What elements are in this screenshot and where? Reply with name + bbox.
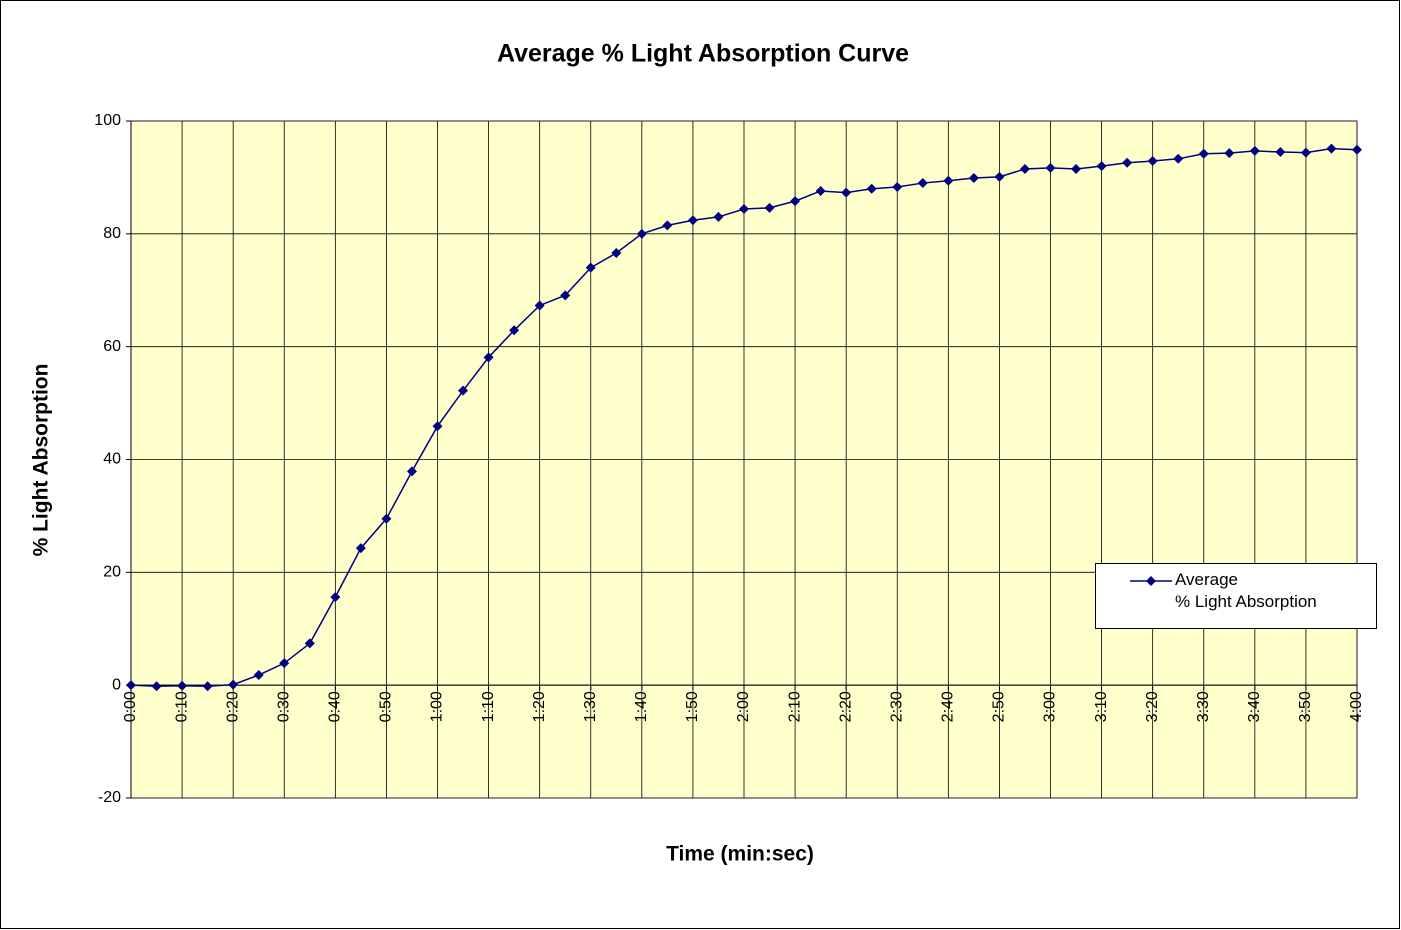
marker xyxy=(355,543,366,554)
x-tick-label: 2:40 xyxy=(940,691,957,722)
chart-title: Average % Light Absorption Curve xyxy=(497,40,909,68)
x-tick-label: 2:10 xyxy=(786,691,803,722)
marker xyxy=(228,679,239,690)
x-tick-label: 1:40 xyxy=(633,691,650,722)
marker xyxy=(1071,163,1082,174)
x-tick-label: 3:50 xyxy=(1297,691,1314,722)
y-tick-label: 20 xyxy=(103,564,121,581)
legend-label: Average % Light Absorption xyxy=(1175,570,1317,611)
marker xyxy=(1352,144,1362,155)
marker xyxy=(1249,145,1260,156)
marker xyxy=(841,187,852,198)
marker xyxy=(585,262,596,273)
x-tick-label: 2:50 xyxy=(991,691,1008,722)
marker xyxy=(279,658,290,669)
x-tick-label: 1:20 xyxy=(531,691,548,722)
marker xyxy=(202,681,213,692)
marker xyxy=(126,680,136,691)
marker xyxy=(764,202,775,213)
marker xyxy=(611,248,622,259)
x-tick-label: 0:10 xyxy=(173,691,190,722)
marker xyxy=(892,182,903,193)
marker xyxy=(1122,157,1133,168)
x-tick-label: 3:10 xyxy=(1093,691,1110,722)
x-axis-label: Time (min:sec) xyxy=(666,843,814,866)
legend: Average % Light Absorption xyxy=(1095,563,1377,629)
y-tick-label: -20 xyxy=(98,789,121,806)
marker xyxy=(458,385,469,396)
marker xyxy=(636,228,647,239)
marker xyxy=(483,352,494,363)
marker xyxy=(1045,162,1056,173)
marker xyxy=(253,670,264,681)
x-tick-label: 0:30 xyxy=(275,691,292,722)
x-tick-label: 3:20 xyxy=(1144,691,1161,722)
y-tick-label: 60 xyxy=(103,338,121,355)
marker xyxy=(1224,148,1235,159)
marker xyxy=(943,175,954,186)
x-tick-label: 0:00 xyxy=(122,691,139,722)
marker xyxy=(509,325,520,336)
marker xyxy=(1173,153,1184,164)
x-tick-label: 3:00 xyxy=(1042,691,1059,722)
marker xyxy=(917,178,928,189)
legend-key xyxy=(1130,576,1172,586)
marker xyxy=(406,466,417,477)
marker xyxy=(1147,156,1158,167)
y-axis-label: % Light Absorption xyxy=(30,364,53,557)
marker xyxy=(687,215,698,226)
x-tick-label: 2:00 xyxy=(735,691,752,722)
legend-marker xyxy=(1146,576,1156,586)
marker xyxy=(381,513,392,524)
x-tick-label: 1:10 xyxy=(480,691,497,722)
x-tick-label: 0:40 xyxy=(327,691,344,722)
y-tick-label: 80 xyxy=(103,225,121,242)
marker xyxy=(790,196,801,207)
marker xyxy=(1198,148,1209,159)
marker xyxy=(1096,161,1107,172)
marker xyxy=(994,171,1005,182)
x-tick-label: 2:30 xyxy=(888,691,905,722)
marker xyxy=(1275,147,1286,158)
marker xyxy=(713,211,724,222)
x-tick-label: 0:50 xyxy=(378,691,395,722)
x-tick-label: 3:40 xyxy=(1246,691,1263,722)
marker xyxy=(1300,147,1311,158)
marker xyxy=(968,172,979,183)
marker xyxy=(1326,143,1337,154)
marker xyxy=(330,592,341,603)
y-tick-label: 0 xyxy=(112,676,121,693)
marker xyxy=(151,681,162,692)
marker xyxy=(534,300,545,311)
x-tick-label: 3:30 xyxy=(1195,691,1212,722)
x-tick-label: 0:20 xyxy=(224,691,241,722)
marker xyxy=(739,204,749,215)
x-tick-label: 2:20 xyxy=(837,691,854,722)
marker xyxy=(432,421,443,432)
marker xyxy=(560,290,571,301)
marker xyxy=(304,638,315,649)
marker xyxy=(866,183,877,194)
marker xyxy=(815,185,826,196)
marker xyxy=(177,680,188,691)
x-tick-label: 1:00 xyxy=(429,691,446,722)
marker xyxy=(1019,163,1030,174)
y-tick-label: 100 xyxy=(94,112,121,129)
x-tick-label: 1:50 xyxy=(684,691,701,722)
marker xyxy=(662,220,673,231)
y-tick-label: 40 xyxy=(103,451,121,468)
x-tick-label: 1:30 xyxy=(582,691,599,722)
x-tick-label: 4:00 xyxy=(1348,691,1365,722)
